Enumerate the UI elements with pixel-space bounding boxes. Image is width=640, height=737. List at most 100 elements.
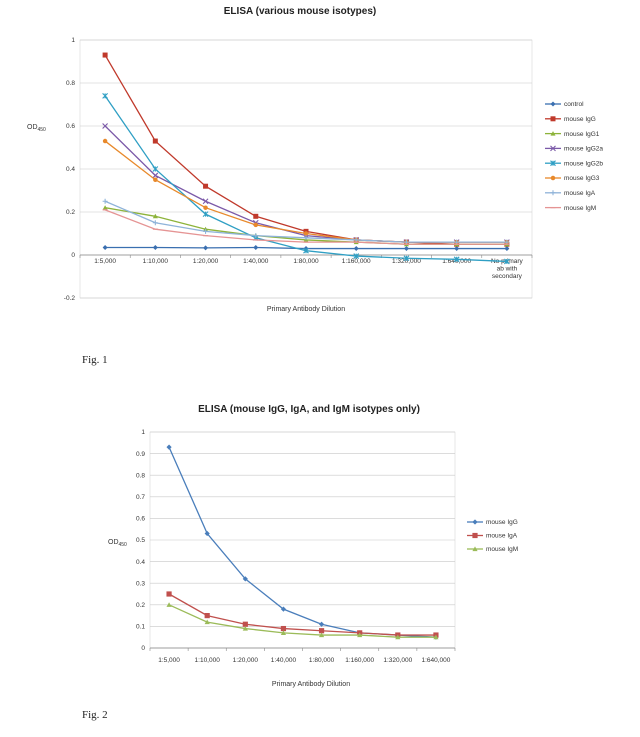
data-point xyxy=(152,172,159,179)
series-line-mouse-igg3 xyxy=(104,140,507,243)
series-line-mouse-igm xyxy=(168,604,436,638)
y-tick-label: 0.8 xyxy=(136,472,145,479)
data-point xyxy=(242,625,248,631)
data-point xyxy=(303,235,309,241)
data-point xyxy=(166,591,172,597)
data-point xyxy=(102,205,108,210)
chart2-title: ELISA (mouse IgG, IgA, and IgM isotypes … xyxy=(198,404,420,415)
x-tick-label: 1:320,000 xyxy=(383,657,412,664)
legend-entry: mouse IgA xyxy=(564,190,596,197)
data-point xyxy=(357,632,363,638)
data-point xyxy=(403,246,409,252)
data-point xyxy=(153,177,158,182)
legend-entry: mouse IgG2a xyxy=(564,146,603,153)
data-point xyxy=(102,93,108,99)
data-point xyxy=(318,632,325,638)
data-point xyxy=(203,228,209,234)
y-tick-label: 0.3 xyxy=(136,580,145,587)
data-point xyxy=(203,245,209,251)
legend-entry: mouse IgG1 xyxy=(564,131,600,138)
y-tick-label: 0.2 xyxy=(66,209,75,216)
chart1-legend: control mouse IgG mouse IgG1 mouse IgG2a mou… xyxy=(545,101,603,212)
legend-entry: mouse IgG xyxy=(486,519,518,526)
y-tick-label: 0.4 xyxy=(136,559,145,566)
data-point xyxy=(152,244,158,250)
data-point xyxy=(204,619,210,625)
data-point xyxy=(280,630,287,635)
data-point xyxy=(203,183,209,189)
y-tick-label: 1 xyxy=(141,429,145,436)
y-tick-label: 0 xyxy=(71,252,75,259)
data-point xyxy=(102,198,108,204)
legend-marker xyxy=(472,532,478,539)
data-point xyxy=(202,198,209,205)
data-point xyxy=(303,247,309,254)
x-tick-label: 1:20,000 xyxy=(233,657,259,664)
x-tick-label: 1:320,000 xyxy=(392,258,421,265)
legend-marker xyxy=(472,519,478,525)
data-point xyxy=(253,222,259,228)
y-tick-label: 0.1 xyxy=(136,624,145,631)
y-tick-label: 0.2 xyxy=(136,602,145,609)
y-tick-label: 0.5 xyxy=(136,537,145,544)
data-point xyxy=(454,246,460,252)
data-point xyxy=(453,256,460,263)
data-point xyxy=(152,213,158,219)
data-point xyxy=(395,634,401,640)
x-tick-label: 1:20,000 xyxy=(193,258,219,265)
data-point xyxy=(102,138,108,144)
y-tick-label: 0.6 xyxy=(136,516,145,523)
chart2-xlabel: Primary Antibody Dilution xyxy=(272,681,350,688)
data-point xyxy=(253,244,259,250)
data-point xyxy=(318,621,325,627)
data-point xyxy=(204,613,210,619)
legend-entry: mouse IgG2b xyxy=(564,160,603,167)
chart1-xlabel: Primary Antibody Dilution xyxy=(267,306,345,313)
legend-marker xyxy=(550,131,556,136)
legend-marker xyxy=(550,145,556,152)
x-tick-label: 1:5,000 xyxy=(94,258,116,265)
data-point xyxy=(403,255,410,262)
x-tick-label: 1:40,000 xyxy=(271,657,297,664)
data-point xyxy=(152,166,159,172)
x-tick-label: 1:5,000 xyxy=(158,657,180,664)
chart2-legend: mouse IgG mouse IgA mouse IgM xyxy=(467,519,518,553)
x-tick-label: 1:160,000 xyxy=(342,258,371,265)
data-point xyxy=(202,211,209,218)
x-tick-label: 1:640,000 xyxy=(421,657,450,664)
legend-entry: mouse IgG xyxy=(564,116,596,123)
data-point xyxy=(303,231,309,236)
data-point xyxy=(152,138,158,144)
x-tick-label: 1:40,000 xyxy=(243,258,269,265)
fig1-label: Fig. 1 xyxy=(82,354,108,366)
x-tick-label: 1:80,000 xyxy=(293,258,319,265)
y-tick-label: -0.2 xyxy=(64,295,76,302)
chart1-title: ELISA (various mouse isotypes) xyxy=(224,6,376,17)
y-tick-label: 0.6 xyxy=(66,123,75,130)
data-point xyxy=(102,52,108,58)
legend-marker xyxy=(550,160,556,167)
legend-entry: mouse IgM xyxy=(564,205,596,212)
data-point xyxy=(102,123,108,129)
series-line-mouse-igg xyxy=(168,446,436,638)
legend-marker xyxy=(550,190,556,196)
data-point xyxy=(280,606,287,612)
data-point xyxy=(504,258,510,265)
legend-marker xyxy=(472,546,478,552)
x-tick-label: 1:10,000 xyxy=(195,657,221,664)
data-point xyxy=(203,205,208,210)
series-line-mouse-igg xyxy=(104,54,507,245)
y-tick-label: 0.9 xyxy=(136,451,145,458)
data-point xyxy=(353,253,360,259)
data-point xyxy=(253,233,259,239)
data-point xyxy=(242,576,248,582)
data-point xyxy=(433,634,439,640)
data-point xyxy=(318,628,325,634)
legend-entry: mouse IgG3 xyxy=(564,175,600,182)
series-line-mouse-iga xyxy=(168,593,436,636)
data-point xyxy=(280,625,287,632)
y-tick-label: 0 xyxy=(141,645,145,652)
legend-entry: mouse IgA xyxy=(486,533,518,540)
legend-entry: mouse IgM xyxy=(486,546,518,553)
